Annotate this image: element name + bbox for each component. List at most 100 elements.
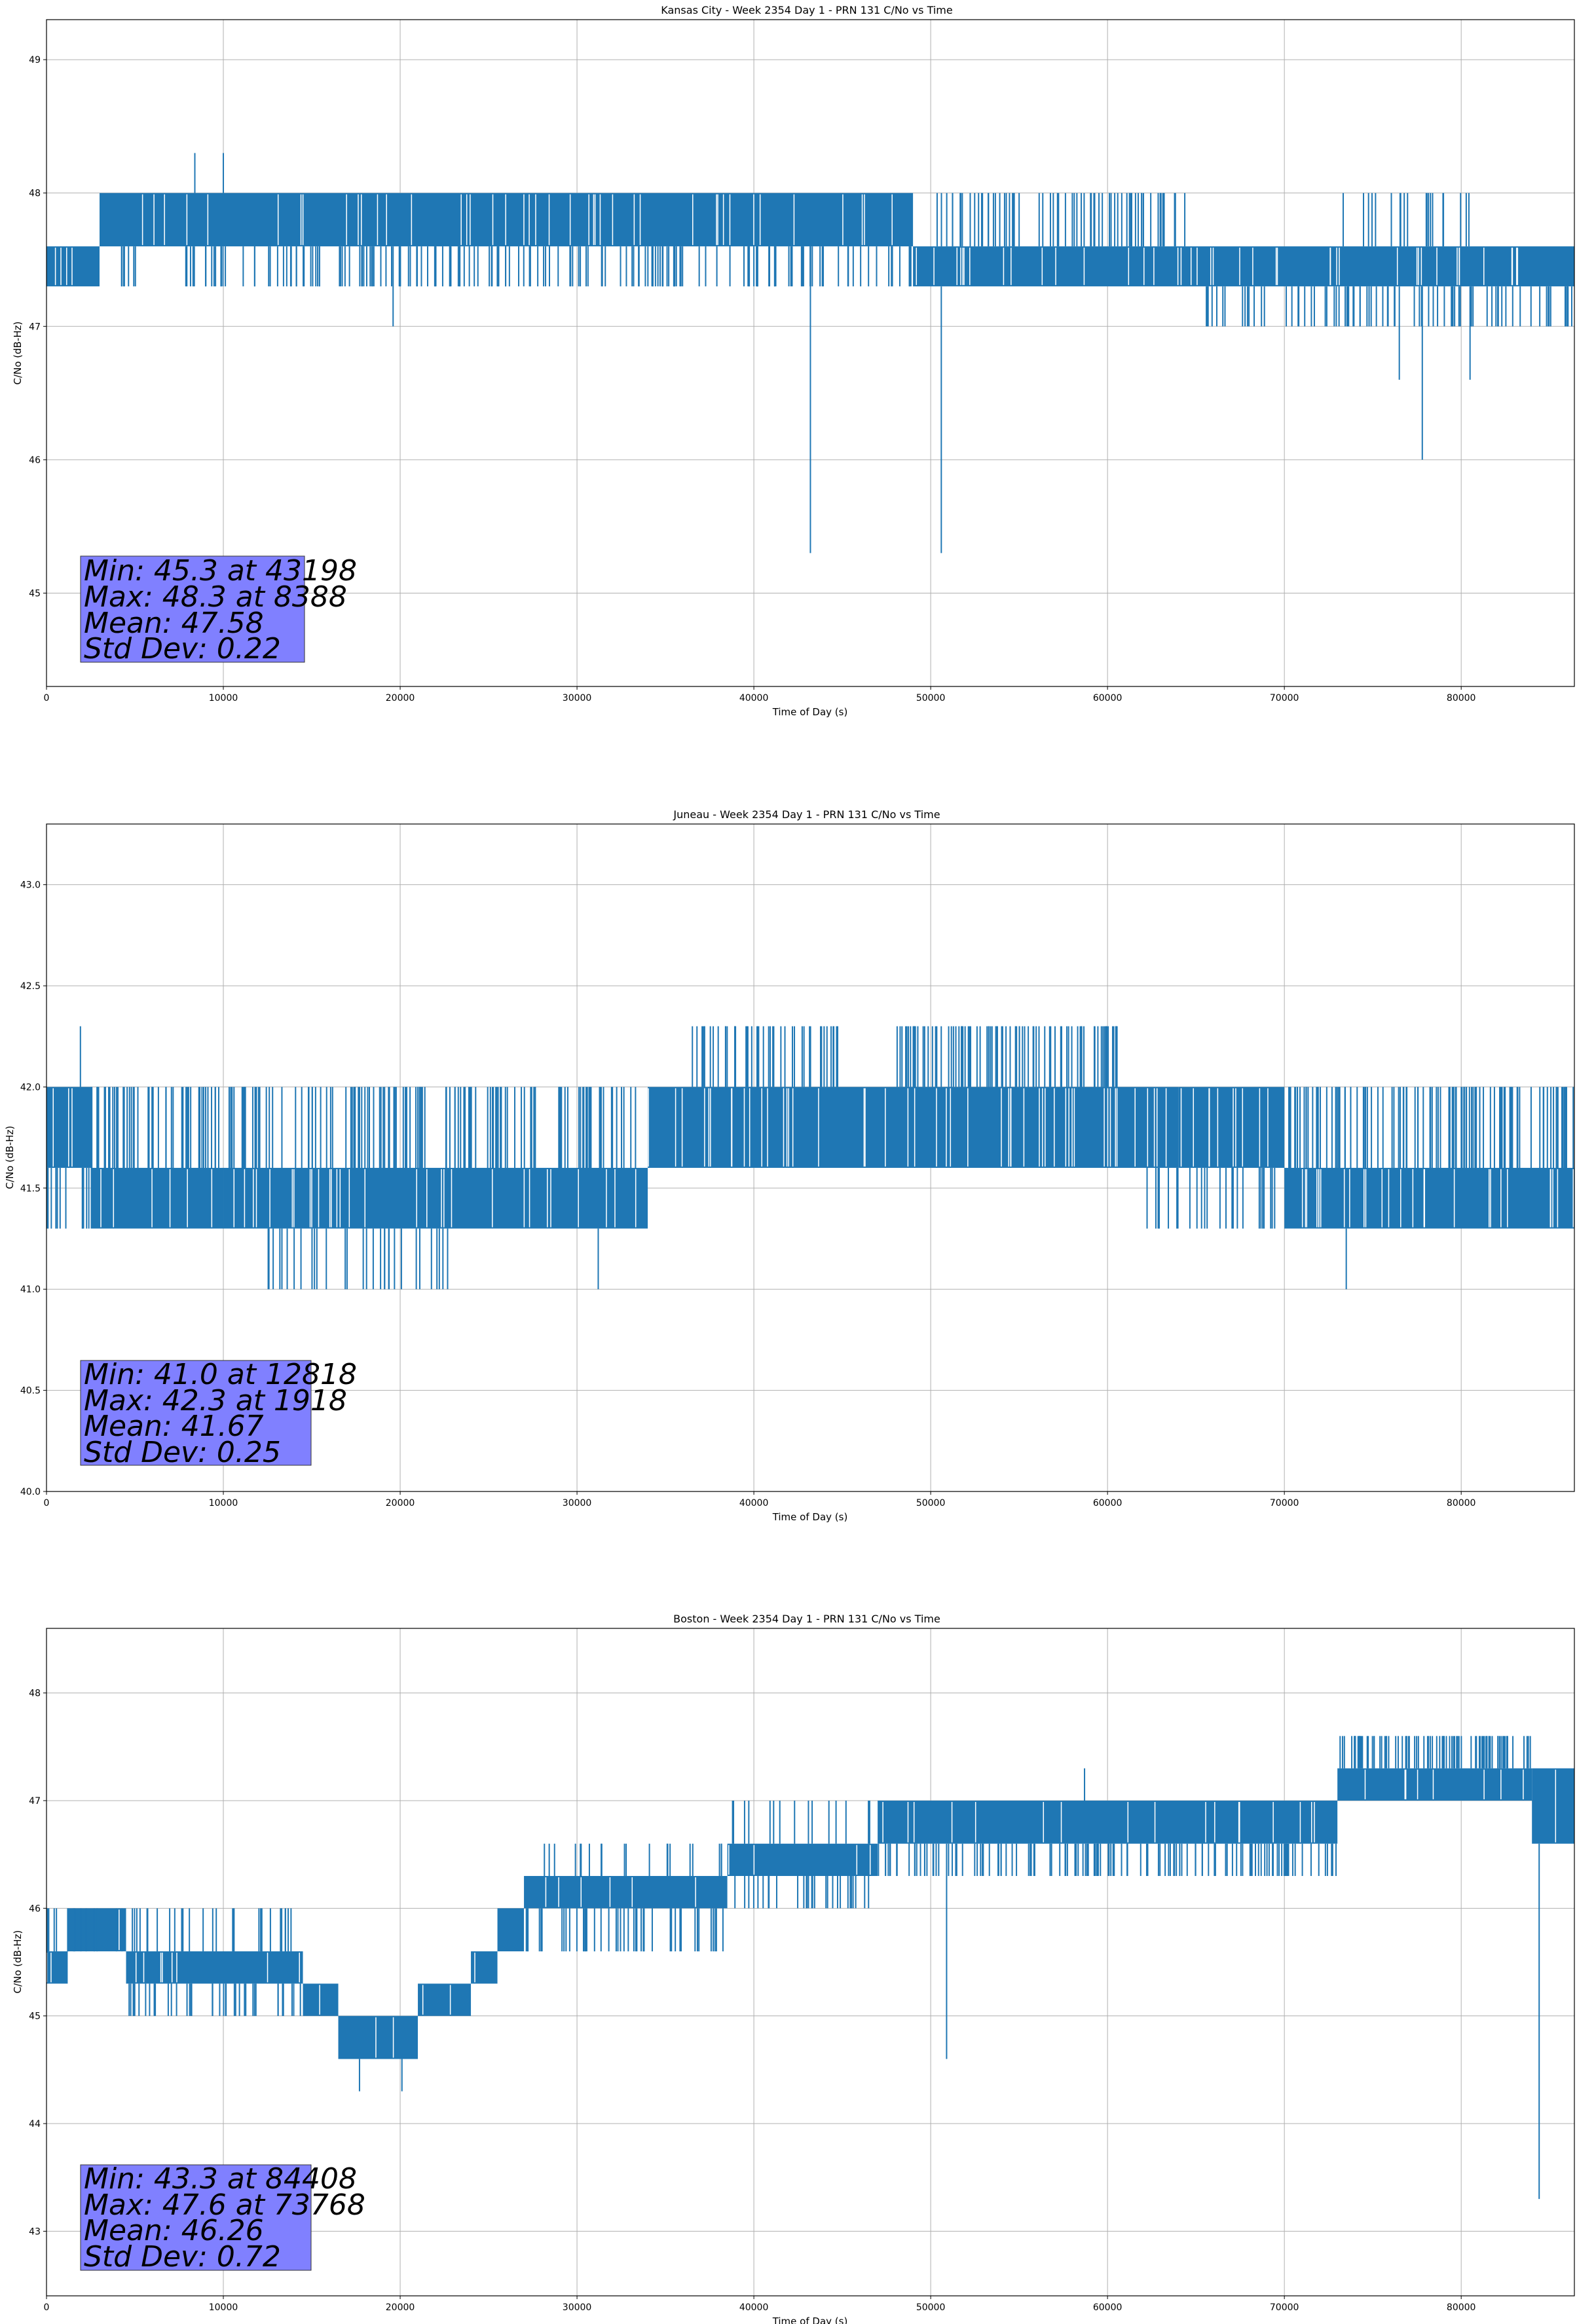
y-tick-label: 44 [29,2119,41,2129]
signal-band [1337,1768,1532,1801]
x-tick-label: 60000 [1093,1498,1122,1509]
x-tick-label: 40000 [739,693,769,703]
x-tick-label: 20000 [386,2302,415,2313]
axis-ticks: 0 10000 20000 30000 40000 50000 60000 70000 8000… [29,55,1475,703]
chart-title: Boston - Week 2354 Day 1 - PRN 131 C/No … [673,1613,940,1625]
y-tick-label: 42.5 [20,981,41,992]
y-tick-label: 48 [29,1689,41,1699]
stats-box-background [80,555,305,663]
data-series [46,1736,1574,2200]
series-line [46,1026,1574,1290]
plot-frame [46,19,1575,687]
x-tick-label: 20000 [386,1498,415,1509]
stats-min: Min: 43.3 at 84408 [84,2162,357,2196]
stats-box: Min: 43.3 at 84408 Max: 47.6 at 73768 Me… [80,2162,365,2274]
x-tick-label: 10000 [209,693,238,703]
stats-std-dev: Std Dev: 0.72 [84,2240,281,2274]
stats-mean: Mean: 46.26 [84,2214,264,2247]
x-tick-label: 20000 [386,693,415,703]
chart-panel-boston: Boston - Week 2354 Day 1 - PRN 131 C/No … [12,1613,1575,2324]
x-tick-label: 30000 [563,1498,592,1509]
stats-std-dev: Std Dev: 0.22 [84,632,281,665]
signal-band [46,1951,68,1984]
y-tick-label: 43.0 [20,880,41,891]
signal-band [1532,1768,1574,1844]
plot-frame [46,1628,1575,2296]
signal-band [1284,1167,1574,1229]
x-tick-label: 80000 [1447,2302,1476,2313]
x-tick-label: 0 [44,1498,50,1509]
stats-mean: Mean: 41.67 [84,1410,264,1443]
axis-ticks: 0 10000 20000 30000 40000 50000 60000 70000 8000… [20,880,1476,1509]
x-tick-label: 0 [44,2302,50,2313]
chart-title: Kansas City - Week 2354 Day 1 - PRN 131 … [661,4,952,16]
chart-panel-kansas-city: Kansas City - Week 2354 Day 1 - PRN 131 … [12,4,1575,718]
y-tick-label: 48 [29,189,41,199]
x-axis-label: Time of Day (s) [772,706,848,718]
series-line [46,153,1574,553]
data-series [46,153,1574,553]
x-tick-label: 40000 [739,1498,769,1509]
signal-band [727,1843,878,1877]
signal-band [648,1087,1179,1168]
chart-panel-juneau: Juneau - Week 2354 Day 1 - PRN 131 C/No … [4,808,1575,1523]
y-axis-label: C/No (dB-Hz) [12,1930,24,1994]
x-tick-label: 0 [44,693,50,703]
stats-box-background [80,2164,312,2271]
y-tick-label: 43 [29,2226,41,2237]
y-tick-label: 41.0 [20,1284,41,1295]
x-tick-label: 30000 [563,693,592,703]
signal-band [46,246,100,287]
x-tick-label: 30000 [563,2302,592,2313]
y-tick-label: 47 [29,1796,41,1807]
y-axis-label: C/No (dB-Hz) [12,322,24,385]
x-axis-label: Time of Day (s) [772,2315,848,2324]
stats-min: Min: 41.0 at 12818 [84,1358,357,1391]
y-tick-label: 46 [29,455,41,466]
y-tick-label: 46 [29,1903,41,1914]
y-tick-label: 42.0 [20,1082,41,1093]
x-tick-label: 10000 [209,2302,238,2313]
x-axis-label: Time of Day (s) [772,1511,848,1523]
stats-max: Max: 42.3 at 1918 [84,1384,347,1417]
signal-band [878,1800,1338,1844]
y-tick-label: 41.5 [20,1184,41,1194]
x-tick-label: 60000 [1093,693,1122,703]
y-tick-label: 40.5 [20,1386,41,1396]
x-tick-label: 70000 [1270,2302,1299,2313]
stats-mean: Mean: 47.58 [84,607,264,640]
signal-band [1178,1087,1285,1168]
x-tick-label: 10000 [209,1498,238,1509]
y-tick-label: 45 [29,2012,41,2022]
signal-band [471,1951,498,1984]
stats-max: Max: 48.3 at 8388 [84,580,347,614]
axis-ticks: 0 10000 20000 30000 40000 50000 60000 70000 8000… [29,1689,1475,2313]
signal-band [126,1951,303,1984]
signal-band [100,193,914,247]
signal-band [497,1908,525,1952]
signal-band [418,1983,472,2016]
x-tick-label: 40000 [739,2302,769,2313]
x-tick-label: 50000 [916,2302,946,2313]
signal-band [524,1876,728,1909]
x-tick-label: 50000 [916,1498,946,1509]
signal-band [338,2015,418,2059]
signal-band [913,246,1574,287]
stats-box: Min: 41.0 at 12818 Max: 42.3 at 1918 Mea… [80,1358,357,1469]
plot-frame [46,823,1575,1492]
x-tick-label: 80000 [1447,1498,1476,1509]
stats-std-dev: Std Dev: 0.25 [84,1436,281,1469]
signal-band [223,1167,648,1229]
signal-band [90,1167,224,1229]
stats-max: Max: 47.6 at 73768 [84,2188,365,2222]
y-tick-label: 40.0 [20,1487,41,1497]
x-tick-label: 60000 [1093,2302,1122,2313]
y-tick-label: 49 [29,55,41,66]
x-tick-label: 70000 [1270,693,1299,703]
y-tick-label: 45 [29,588,41,599]
stats-min: Min: 45.3 at 43198 [84,554,357,588]
y-axis-label: C/No (dB-Hz) [4,1126,16,1190]
chart-title: Juneau - Week 2354 Day 1 - PRN 131 C/No … [673,808,940,821]
signal-band [303,1983,339,2016]
